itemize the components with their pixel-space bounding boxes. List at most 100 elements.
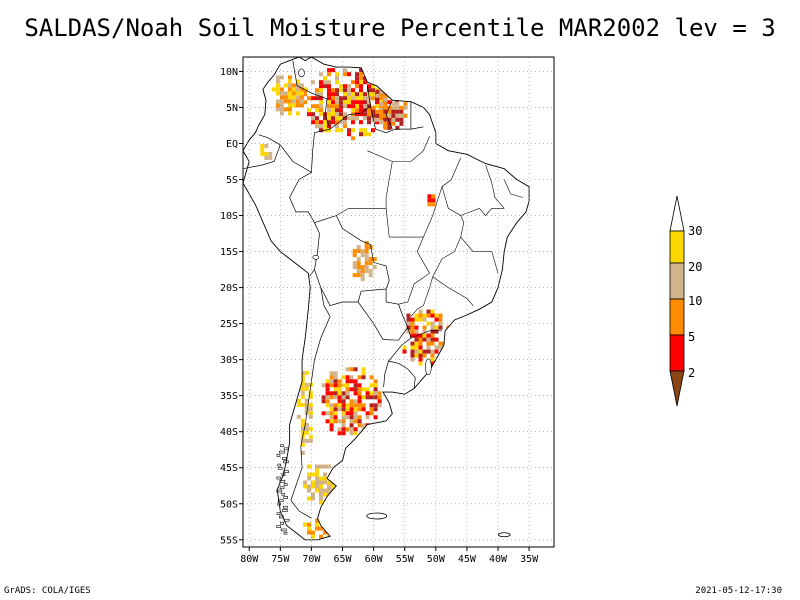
lat-tick-label: 55S xyxy=(220,535,238,546)
soil-pixel xyxy=(331,522,335,527)
soil-pixel xyxy=(308,390,313,395)
soil-pixel xyxy=(349,415,354,420)
soil-pixel xyxy=(291,87,296,92)
soil-pixel xyxy=(329,415,334,420)
soil-pixel xyxy=(426,341,431,346)
soil-pixel xyxy=(363,100,367,105)
soil-pixel xyxy=(329,403,334,408)
legend-label: 2 xyxy=(688,366,695,380)
footer-credit: GrADS: COLA/IGES xyxy=(4,586,91,596)
soil-pixel xyxy=(304,430,309,435)
soil-pixel xyxy=(373,379,378,384)
soil-pixel xyxy=(363,112,367,117)
soil-pixel xyxy=(357,419,362,424)
soil-pixel xyxy=(327,88,331,93)
state-border xyxy=(398,236,430,305)
soil-pixel xyxy=(300,402,305,407)
soil-pixel xyxy=(341,403,346,408)
soil-pixel xyxy=(321,383,326,388)
soil-pixel xyxy=(300,382,305,387)
soil-pixel xyxy=(434,313,439,318)
soil-pixel xyxy=(337,379,342,384)
soil-pixel xyxy=(361,375,366,380)
soil-pixel xyxy=(383,101,388,106)
soil-pixel xyxy=(315,96,319,101)
soil-pixel xyxy=(367,120,371,125)
soil-pixel xyxy=(361,407,366,412)
soil-pixel xyxy=(357,423,362,428)
soil-pixel xyxy=(343,116,347,121)
fjord-island xyxy=(281,492,286,496)
soil-pixel xyxy=(300,386,305,391)
soil-pixel xyxy=(327,128,331,133)
soil-pixel xyxy=(333,415,338,420)
soil-pixel xyxy=(361,395,366,400)
soil-pixel xyxy=(379,116,383,121)
soil-pixel xyxy=(442,349,447,354)
soil-pixel xyxy=(321,411,326,416)
soil-pixel xyxy=(325,387,330,392)
soil-pixel xyxy=(359,68,363,73)
soil-pixel xyxy=(315,88,319,93)
soil-pixel xyxy=(360,273,365,278)
soil-pixel xyxy=(391,92,395,97)
state-border xyxy=(432,276,474,306)
soil-pixel xyxy=(359,96,363,101)
soil-pixel xyxy=(343,100,347,105)
soil-pixel xyxy=(422,353,427,358)
legend-label: 30 xyxy=(688,224,702,238)
soil-pixel xyxy=(377,399,382,404)
fjord-island xyxy=(282,509,288,512)
soil-pixel xyxy=(311,492,315,497)
soil-pixel xyxy=(373,391,378,396)
country-border xyxy=(329,85,371,130)
soil-pixel xyxy=(414,313,419,318)
soil-pixel xyxy=(410,321,415,326)
soil-pixel xyxy=(307,530,311,535)
soil-pixel xyxy=(347,116,351,121)
soil-pixel xyxy=(351,88,355,93)
soil-pixel xyxy=(327,100,331,105)
soil-pixel xyxy=(315,472,319,477)
soil-pixel xyxy=(363,116,367,121)
soil-pixel xyxy=(434,325,439,330)
soil-pixel xyxy=(418,349,423,354)
soil-pixel xyxy=(327,526,331,531)
soil-pixel xyxy=(315,526,319,531)
soil-pixel xyxy=(351,128,355,133)
soil-pixel xyxy=(343,96,347,101)
soil-pixel xyxy=(356,257,361,262)
soil-pixel xyxy=(349,367,354,372)
soil-pixel xyxy=(325,395,330,400)
soil-pixel xyxy=(299,91,304,96)
soil-pixel xyxy=(387,117,392,122)
soil-pixel xyxy=(279,111,284,116)
soil-pixel xyxy=(307,108,311,113)
soil-pixel xyxy=(275,87,280,92)
soil-pixel xyxy=(323,522,327,527)
soil-pixel xyxy=(347,96,351,101)
soil-pixel xyxy=(311,120,315,125)
soil-pixel xyxy=(356,249,361,254)
soil-pixel xyxy=(345,411,350,416)
soil-pixel xyxy=(403,101,408,106)
soil-pixel xyxy=(349,427,354,432)
soil-pixel xyxy=(327,518,331,523)
soil-pixel xyxy=(287,103,292,108)
state-border xyxy=(460,236,499,274)
soil-pixel xyxy=(319,484,323,489)
soil-pixel xyxy=(333,391,338,396)
soil-pixel xyxy=(347,128,351,133)
soil-pixel xyxy=(327,120,331,125)
soil-pixel xyxy=(300,378,305,383)
soil-pixel xyxy=(410,353,415,358)
state-border xyxy=(410,287,430,317)
lon-tick-label: 70W xyxy=(302,554,321,565)
soil-pixel xyxy=(352,261,357,266)
soil-pixel xyxy=(307,488,311,493)
soil-pixel xyxy=(375,100,379,105)
soil-pixel xyxy=(387,109,392,114)
soil-pixel xyxy=(311,96,315,101)
fjord-island xyxy=(279,479,286,483)
soil-pixel xyxy=(329,423,334,428)
